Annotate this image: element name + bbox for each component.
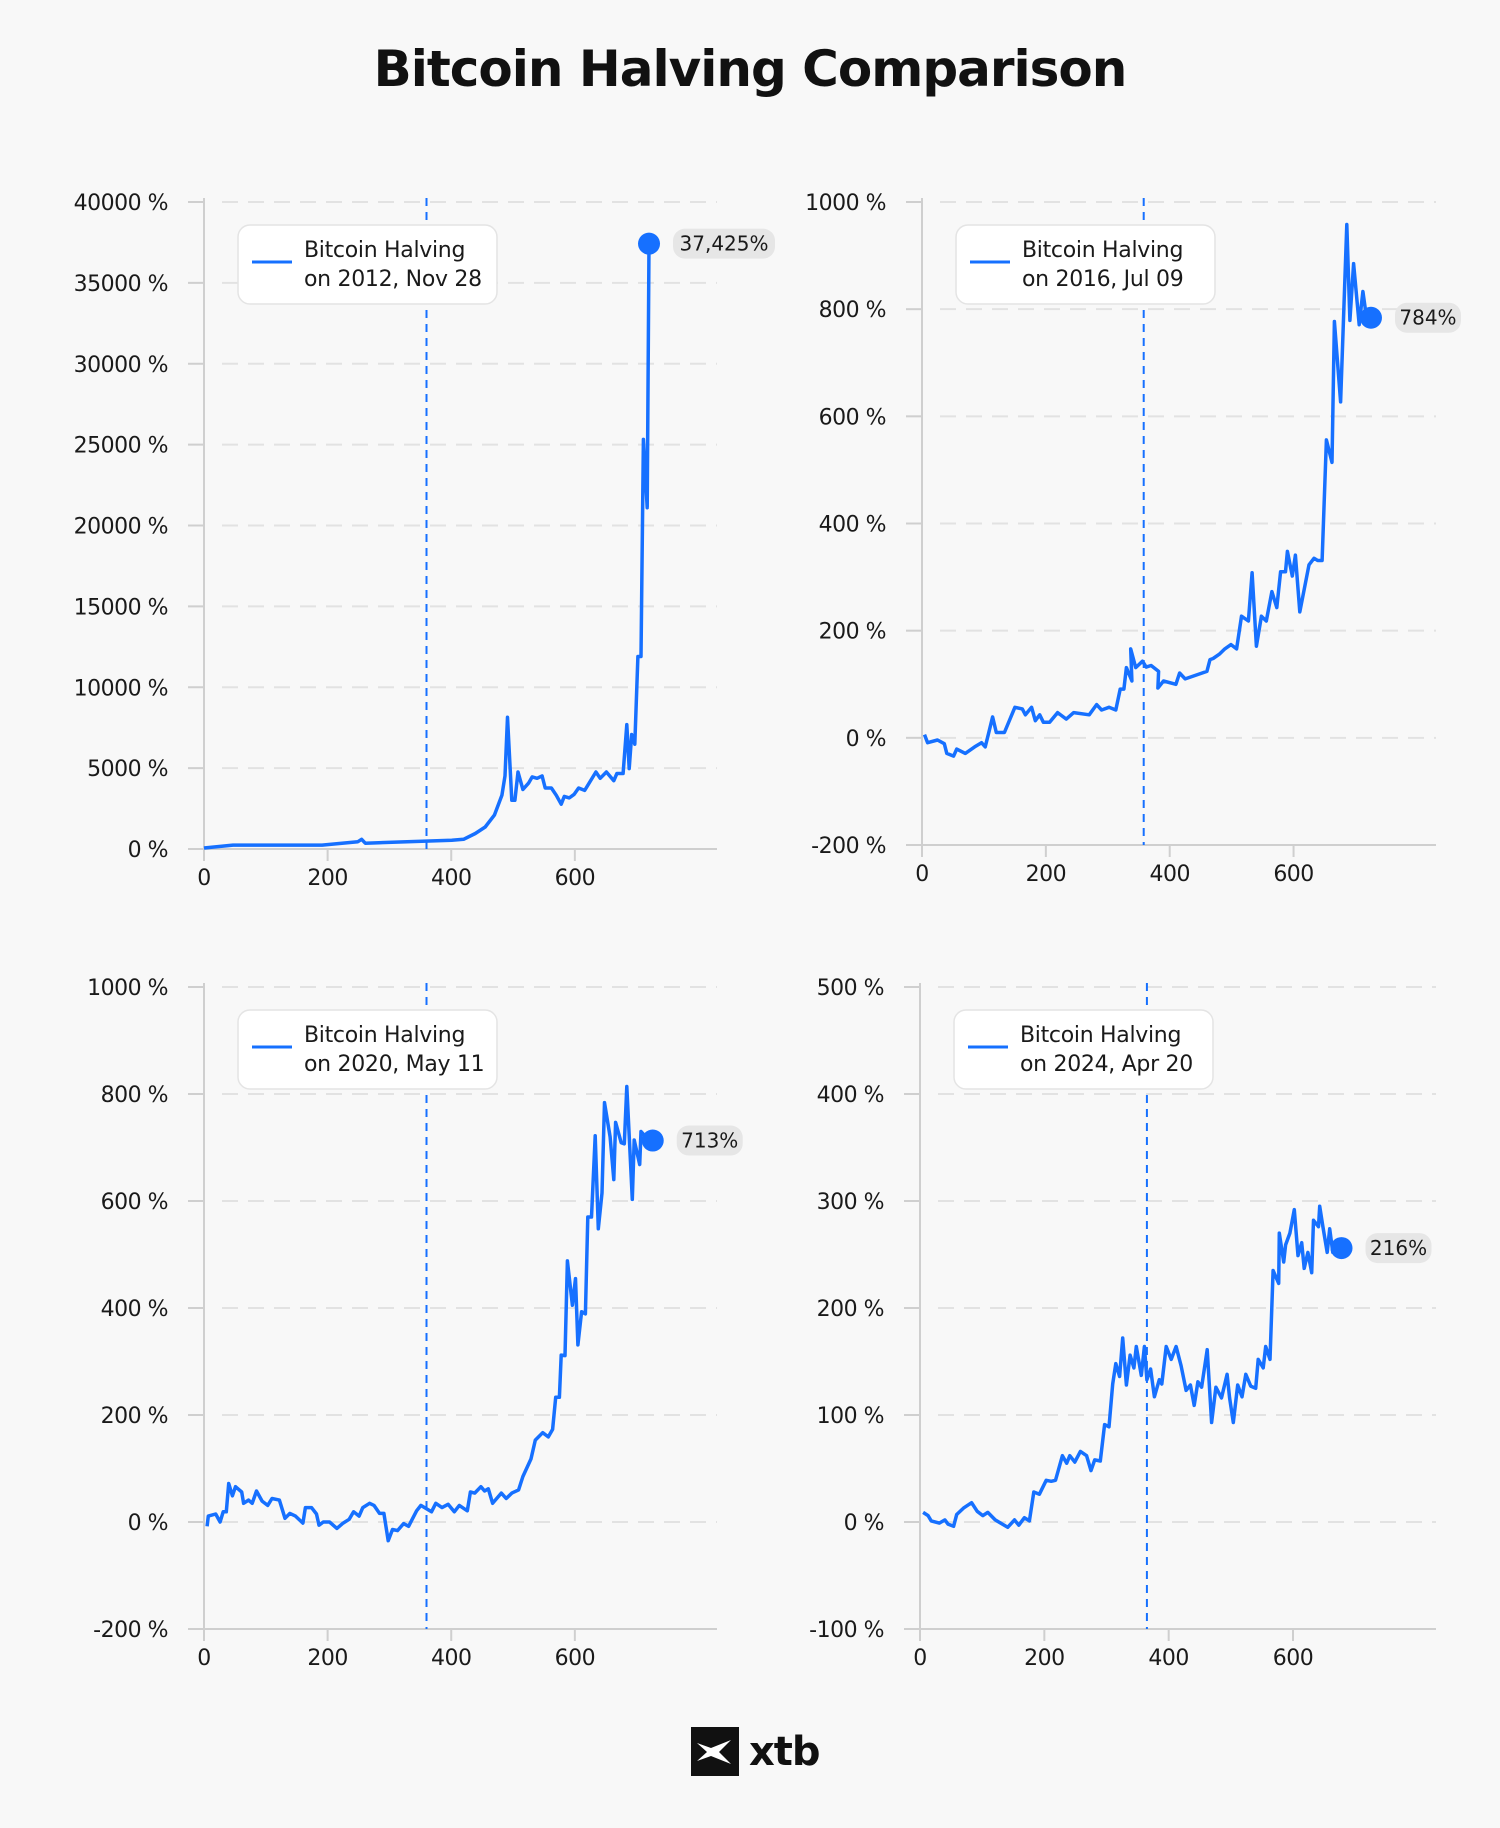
legend-label-line2: on 2020, May 11 xyxy=(304,1052,484,1077)
y-tick-label: 100 % xyxy=(817,1404,884,1429)
end-label: 784% xyxy=(1399,306,1456,330)
legend-label-line2: on 2012, Nov 28 xyxy=(304,267,482,292)
y-tick-label: 800 % xyxy=(819,298,886,323)
y-tick-label: 200 % xyxy=(817,1297,884,1322)
y-tick-label: 30000 % xyxy=(74,353,168,378)
x-tick-label: 600 xyxy=(555,1646,596,1671)
x-tick-label: 600 xyxy=(555,866,596,891)
x-tick-label: 200 xyxy=(1026,862,1067,887)
legend-box xyxy=(237,1009,498,1090)
y-tick-label: 200 % xyxy=(101,1404,168,1429)
y-tick-label: 400 % xyxy=(817,1083,884,1108)
chart-panel-1: 0 % 5000 % 10000 % 15000 % 20000 % 25000 % 300… xyxy=(74,191,776,891)
end-label: 37,425% xyxy=(680,232,769,256)
y-tick-label: 25000 % xyxy=(74,434,168,459)
end-point-marker xyxy=(638,232,661,255)
y-tick-label: 35000 % xyxy=(74,272,168,297)
legend-label-line1: Bitcoin Halving xyxy=(1022,238,1183,263)
y-tick-label: 300 % xyxy=(817,1190,884,1215)
legend-label-line2: on 2024, Apr 20 xyxy=(1020,1052,1193,1077)
y-tick-label: 0 % xyxy=(128,838,168,863)
y-tick-label: 1000 % xyxy=(805,191,886,216)
legend-box xyxy=(237,224,498,305)
y-tick-label: 20000 % xyxy=(74,515,168,540)
y-tick-label: 600 % xyxy=(819,405,886,430)
y-tick-label: 10000 % xyxy=(74,676,168,701)
x-tick-label: 600 xyxy=(1273,1646,1314,1671)
page-title: Bitcoin Halving Comparison xyxy=(373,40,1128,98)
y-tick-label: 15000 % xyxy=(74,595,168,620)
series-line xyxy=(922,222,1372,758)
x-tick-label: 600 xyxy=(1273,862,1314,887)
y-tick-label: 200 % xyxy=(819,620,886,645)
end-point-marker xyxy=(641,1129,664,1152)
x-tick-label: 400 xyxy=(1149,862,1190,887)
x-tick-label: 400 xyxy=(1148,1646,1189,1671)
x-tick-label: 0 xyxy=(915,862,929,887)
y-tick-label: -200 % xyxy=(93,1618,168,1643)
end-label: 216% xyxy=(1370,1236,1427,1260)
y-tick-label: -100 % xyxy=(809,1618,884,1643)
x-tick-label: 400 xyxy=(431,1646,472,1671)
y-tick-label: 5000 % xyxy=(87,757,168,782)
chart-panel-3: -200 % 0 % 200 % 400 % 600 % 800 % 1000 % 0 200 4… xyxy=(87,976,743,1671)
legend-box xyxy=(953,1009,1214,1090)
y-tick-label: -200 % xyxy=(811,834,886,859)
legend-box xyxy=(955,224,1216,305)
brand-logo: xtb xyxy=(691,1727,821,1776)
y-tick-label: 0 % xyxy=(846,727,886,752)
legend-label-line1: Bitcoin Halving xyxy=(1020,1023,1181,1048)
series-line xyxy=(203,243,651,850)
x-tick-label: 200 xyxy=(307,866,348,891)
y-tick-label: 0 % xyxy=(128,1511,168,1536)
x-tick-label: 400 xyxy=(431,866,472,891)
legend-label-line1: Bitcoin Halving xyxy=(304,238,465,263)
end-label-pill xyxy=(676,1125,743,1156)
end-label-pill xyxy=(1365,1233,1432,1264)
x-tick-label: 200 xyxy=(307,1646,348,1671)
x-tick-label: 0 xyxy=(913,1646,927,1671)
xtb-x-logo-icon xyxy=(691,1727,739,1776)
series-line xyxy=(922,1204,1343,1530)
chart-panel-2: -200 % 0 % 200 % 400 % 600 % 800 % 1000 % 0 200 4… xyxy=(805,191,1461,887)
y-tick-label: 40000 % xyxy=(74,191,168,216)
y-tick-label: 1000 % xyxy=(87,976,168,1001)
y-tick-label: 600 % xyxy=(101,1190,168,1215)
y-tick-label: 400 % xyxy=(101,1297,168,1322)
end-label-pill xyxy=(673,228,776,259)
end-label: 713% xyxy=(681,1129,738,1153)
legend-label-line1: Bitcoin Halving xyxy=(304,1023,465,1048)
x-tick-label: 0 xyxy=(197,866,211,891)
x-tick-label: 0 xyxy=(197,1646,211,1671)
end-point-marker xyxy=(1359,306,1382,329)
series-line xyxy=(205,1084,654,1543)
end-point-marker xyxy=(1330,1237,1353,1260)
x-tick-label: 200 xyxy=(1024,1646,1065,1671)
y-tick-label: 800 % xyxy=(101,1083,168,1108)
chart-panel-4: -100 % 0 % 100 % 200 % 300 % 400 % 500 % 0 200 40… xyxy=(809,976,1436,1671)
logo-text: xtb xyxy=(749,1728,821,1775)
end-label-pill xyxy=(1394,302,1461,333)
y-tick-label: 0 % xyxy=(844,1511,884,1536)
y-tick-label: 500 % xyxy=(817,976,884,1001)
y-tick-label: 400 % xyxy=(819,513,886,538)
legend-label-line2: on 2016, Jul 09 xyxy=(1022,267,1183,292)
